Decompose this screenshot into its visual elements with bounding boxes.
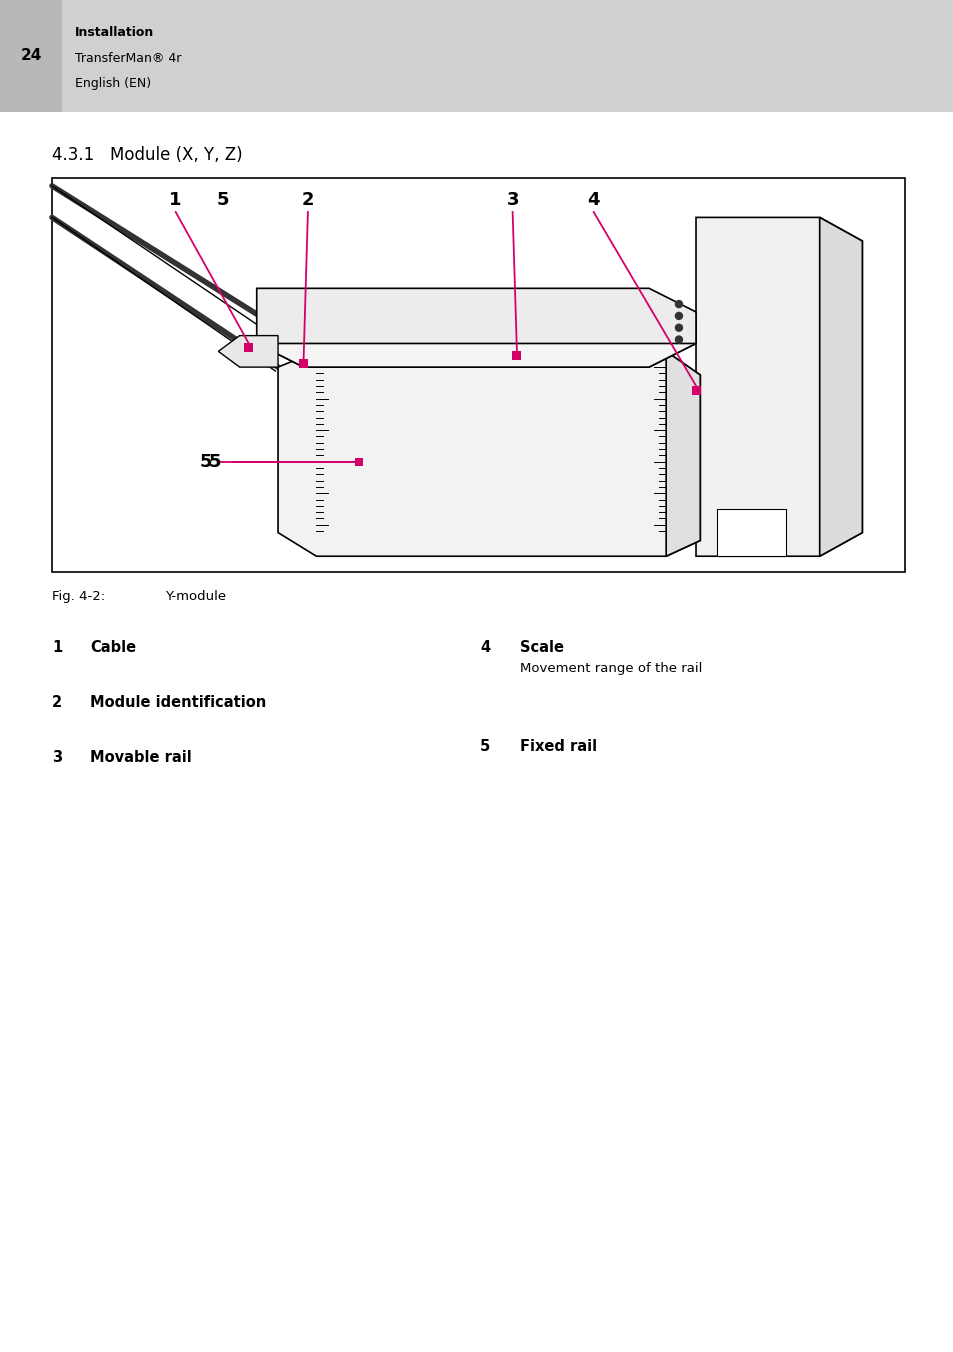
Text: Movable rail: Movable rail — [90, 750, 192, 765]
Circle shape — [675, 337, 681, 343]
Text: Module identification: Module identification — [90, 695, 266, 710]
Text: Fixed rail: Fixed rail — [519, 740, 597, 754]
Polygon shape — [256, 320, 696, 368]
Text: 1: 1 — [170, 191, 182, 210]
Bar — [299, 358, 308, 368]
Text: Movement range of the rail: Movement range of the rail — [519, 662, 701, 675]
Bar — [52, 178, 904, 572]
Text: 3: 3 — [52, 750, 62, 765]
Polygon shape — [648, 296, 696, 343]
Circle shape — [675, 300, 681, 307]
Bar — [243, 343, 253, 352]
Polygon shape — [665, 352, 700, 556]
Text: Cable: Cable — [90, 639, 136, 654]
Polygon shape — [256, 320, 696, 368]
Bar — [0, 0, 953, 112]
Bar — [355, 458, 363, 465]
Text: 4.3.1   Module (X, Y, Z): 4.3.1 Module (X, Y, Z) — [52, 146, 242, 164]
Text: English (EN): English (EN) — [75, 77, 151, 89]
Text: Scale: Scale — [519, 639, 563, 654]
Text: 4: 4 — [587, 191, 599, 210]
Polygon shape — [696, 218, 862, 556]
Text: 2: 2 — [52, 695, 62, 710]
Text: 5: 5 — [216, 191, 229, 210]
Bar — [512, 350, 521, 360]
Polygon shape — [256, 288, 696, 343]
Polygon shape — [277, 352, 700, 556]
Bar — [691, 387, 700, 395]
Text: 1: 1 — [52, 639, 62, 654]
Text: Fig. 4-2:: Fig. 4-2: — [52, 589, 105, 603]
Text: Y-module: Y-module — [165, 589, 226, 603]
Circle shape — [675, 312, 681, 319]
Text: 5: 5 — [479, 740, 490, 754]
Text: 2: 2 — [301, 191, 314, 210]
Text: TransferMan® 4r: TransferMan® 4r — [75, 51, 181, 65]
Polygon shape — [218, 335, 277, 368]
Text: 24: 24 — [20, 49, 42, 64]
Text: Installation: Installation — [75, 27, 154, 39]
Text: 5: 5 — [208, 453, 220, 470]
Polygon shape — [819, 218, 862, 556]
Bar — [0, 0, 62, 112]
Text: 5: 5 — [199, 453, 212, 470]
Polygon shape — [717, 508, 784, 556]
Text: 4: 4 — [479, 639, 490, 654]
Text: 3: 3 — [506, 191, 518, 210]
Circle shape — [675, 324, 681, 331]
